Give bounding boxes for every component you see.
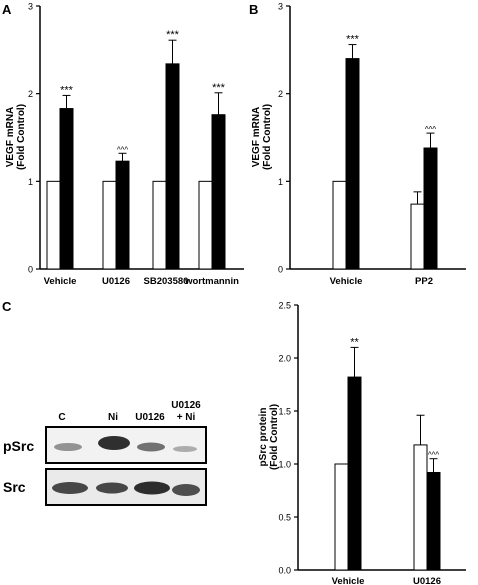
chart-a: 0 1 2 3 VEGF mRNA(Fold Control) *** Vehicle ^^^…	[5, 2, 244, 287]
blot-row-label-src: Src	[3, 479, 26, 495]
panel-label-a: A	[2, 2, 12, 17]
blot-lane-label-c: C	[58, 412, 65, 423]
band-psrc-u0126-ni	[173, 446, 197, 452]
x-tick-label-b: PP2	[415, 276, 433, 287]
y-axis-label-line2: (Fold Control)	[16, 104, 27, 170]
y-tick-label-c: 0.5	[278, 513, 291, 523]
bar-c-1-0	[413, 444, 428, 571]
y-tick-label-a: 0	[28, 265, 33, 275]
band-src-u0126	[134, 481, 170, 495]
bar-a-1-0	[102, 180, 117, 270]
bar-c-0-0	[334, 463, 349, 571]
significance-c-1: ^^^	[428, 451, 440, 460]
band-psrc-ni	[98, 436, 130, 450]
y-axis-label-line2: (Fold Control)	[269, 404, 280, 470]
bar-a-1-1	[115, 160, 130, 270]
bar-a-0-0	[46, 180, 61, 270]
chart-b: 0 1 2 3 VEGF mRNA(Fold Control) *** Vehicle ^^^…	[251, 2, 466, 287]
bar-a-0-1	[59, 108, 74, 270]
band-src-ni	[96, 482, 128, 494]
x-tick-label-a: U0126	[102, 276, 130, 287]
y-axis-label-line2: (Fold Control)	[262, 104, 273, 170]
x-tick-label-a: wortmannin	[184, 276, 239, 287]
significance-b-0: ***	[346, 34, 360, 46]
western-blot: C Ni U0126 U0126 + Ni pSrc Src	[3, 400, 207, 506]
significance-c-0: **	[350, 336, 359, 348]
y-tick-label-c: 1.5	[278, 407, 291, 417]
significance-a-1: ^^^	[117, 145, 129, 154]
x-tick-label-a: SB203580	[144, 276, 189, 287]
bar-b-0-0	[332, 180, 347, 270]
y-tick-label-b: 2	[278, 89, 283, 99]
y-axis-label-b: VEGF mRNA(Fold Control)	[251, 104, 273, 170]
x-tick-label-b: Vehicle	[330, 276, 363, 287]
y-tick-label-b: 1	[278, 177, 283, 187]
bar-a-3-1	[211, 114, 226, 270]
y-tick-label-c: 2.5	[278, 301, 291, 311]
band-psrc-u0126	[137, 442, 165, 452]
bar-b-1-0	[410, 203, 425, 270]
bar-c-0-1	[347, 376, 362, 571]
bar-a-3-0	[198, 180, 213, 270]
y-axis-label-line1: VEGF mRNA	[251, 107, 262, 168]
y-tick-label-c: 0.0	[278, 566, 291, 576]
blot-lane-label-u0126: U0126	[135, 412, 165, 423]
blot-lane-label-plus-ni: + Ni	[177, 412, 196, 423]
band-src-u0126-ni	[172, 484, 200, 496]
y-tick-label-b: 0	[278, 265, 283, 275]
bar-a-2-1	[165, 63, 180, 270]
y-tick-label-c: 2.0	[278, 354, 291, 364]
bar-b-0-1	[345, 58, 360, 270]
y-axis-label-a: VEGF mRNA(Fold Control)	[5, 104, 27, 170]
bar-b-1-1	[423, 147, 438, 270]
y-tick-label-a: 2	[28, 89, 33, 99]
y-axis-label-c: pSrc protein(Fold Control)	[258, 404, 280, 470]
panel-label-b: B	[249, 2, 258, 17]
y-tick-label-a: 3	[28, 2, 33, 12]
y-tick-label-b: 3	[278, 2, 283, 12]
x-tick-label-a: Vehicle	[44, 276, 77, 287]
significance-a-2: ***	[166, 29, 180, 41]
significance-b-1: ^^^	[425, 125, 437, 134]
bar-c-1-1	[426, 471, 441, 571]
significance-a-0: ***	[60, 84, 74, 96]
y-axis-label-line1: pSrc protein	[258, 408, 269, 467]
x-tick-label-c: Vehicle	[332, 576, 365, 585]
y-tick-label-a: 1	[28, 177, 33, 187]
blot-lane-label-u0126-ni: U0126	[171, 400, 201, 411]
band-src-c	[52, 482, 88, 494]
chart-c: 0.0 0.5 1.0 1.5 2.0 2.5 pSrc protein(Fold Cont…	[258, 301, 466, 585]
band-psrc-c	[54, 443, 82, 451]
bar-a-2-0	[152, 180, 167, 270]
significance-a-3: ***	[212, 82, 226, 94]
x-tick-label-c: U0126	[413, 576, 441, 585]
blot-row-label-psrc: pSrc	[3, 438, 34, 454]
y-tick-label-c: 1.0	[278, 460, 291, 470]
panel-label-c: C	[2, 299, 12, 314]
y-axis-label-line1: VEGF mRNA	[5, 107, 16, 168]
blot-lane-label-ni: Ni	[108, 412, 118, 423]
